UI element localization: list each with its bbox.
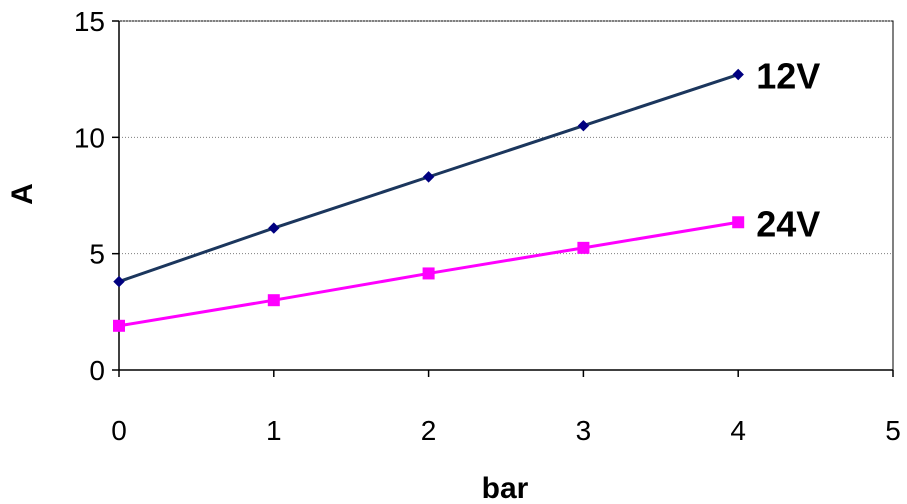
y-tick-label: 15: [74, 6, 105, 37]
y-tick-label: 5: [89, 239, 105, 270]
data-point-24v: [267, 294, 280, 307]
plot-area: [118, 20, 894, 371]
axes: [112, 20, 894, 377]
series-labels: 12V 24V: [756, 56, 820, 245]
x-tick-label: 3: [576, 415, 592, 446]
data-point-12v: [577, 119, 590, 132]
y-axis-title: A: [6, 183, 39, 205]
series-markers: [113, 68, 745, 332]
gridlines: [119, 20, 893, 255]
data-point-24v: [577, 241, 590, 254]
data-point-24v: [732, 216, 745, 229]
data-point-24v: [422, 267, 435, 280]
y-tick-label: 0: [89, 355, 105, 386]
data-point-12v: [113, 275, 125, 288]
data-point-12v: [268, 222, 280, 234]
x-tick-label: 1: [266, 415, 282, 446]
x-tick-label: 4: [730, 415, 746, 446]
x-tick-label: 5: [885, 415, 901, 446]
data-point-12v: [732, 68, 744, 81]
plot-frame: [118, 20, 894, 371]
series-label-12v: 12V: [756, 56, 820, 97]
x-tick-label: 2: [421, 415, 437, 446]
data-point-24v: [113, 319, 125, 332]
x-tick-label: 0: [111, 415, 127, 446]
y-tick-label: 10: [74, 122, 105, 153]
series-label-24v: 24V: [756, 203, 820, 244]
x-axis-title: bar: [482, 472, 529, 504]
tick-labels: 0 5 10 15 0 1 2 3 4 5: [74, 6, 901, 446]
data-point-12v: [422, 171, 435, 183]
